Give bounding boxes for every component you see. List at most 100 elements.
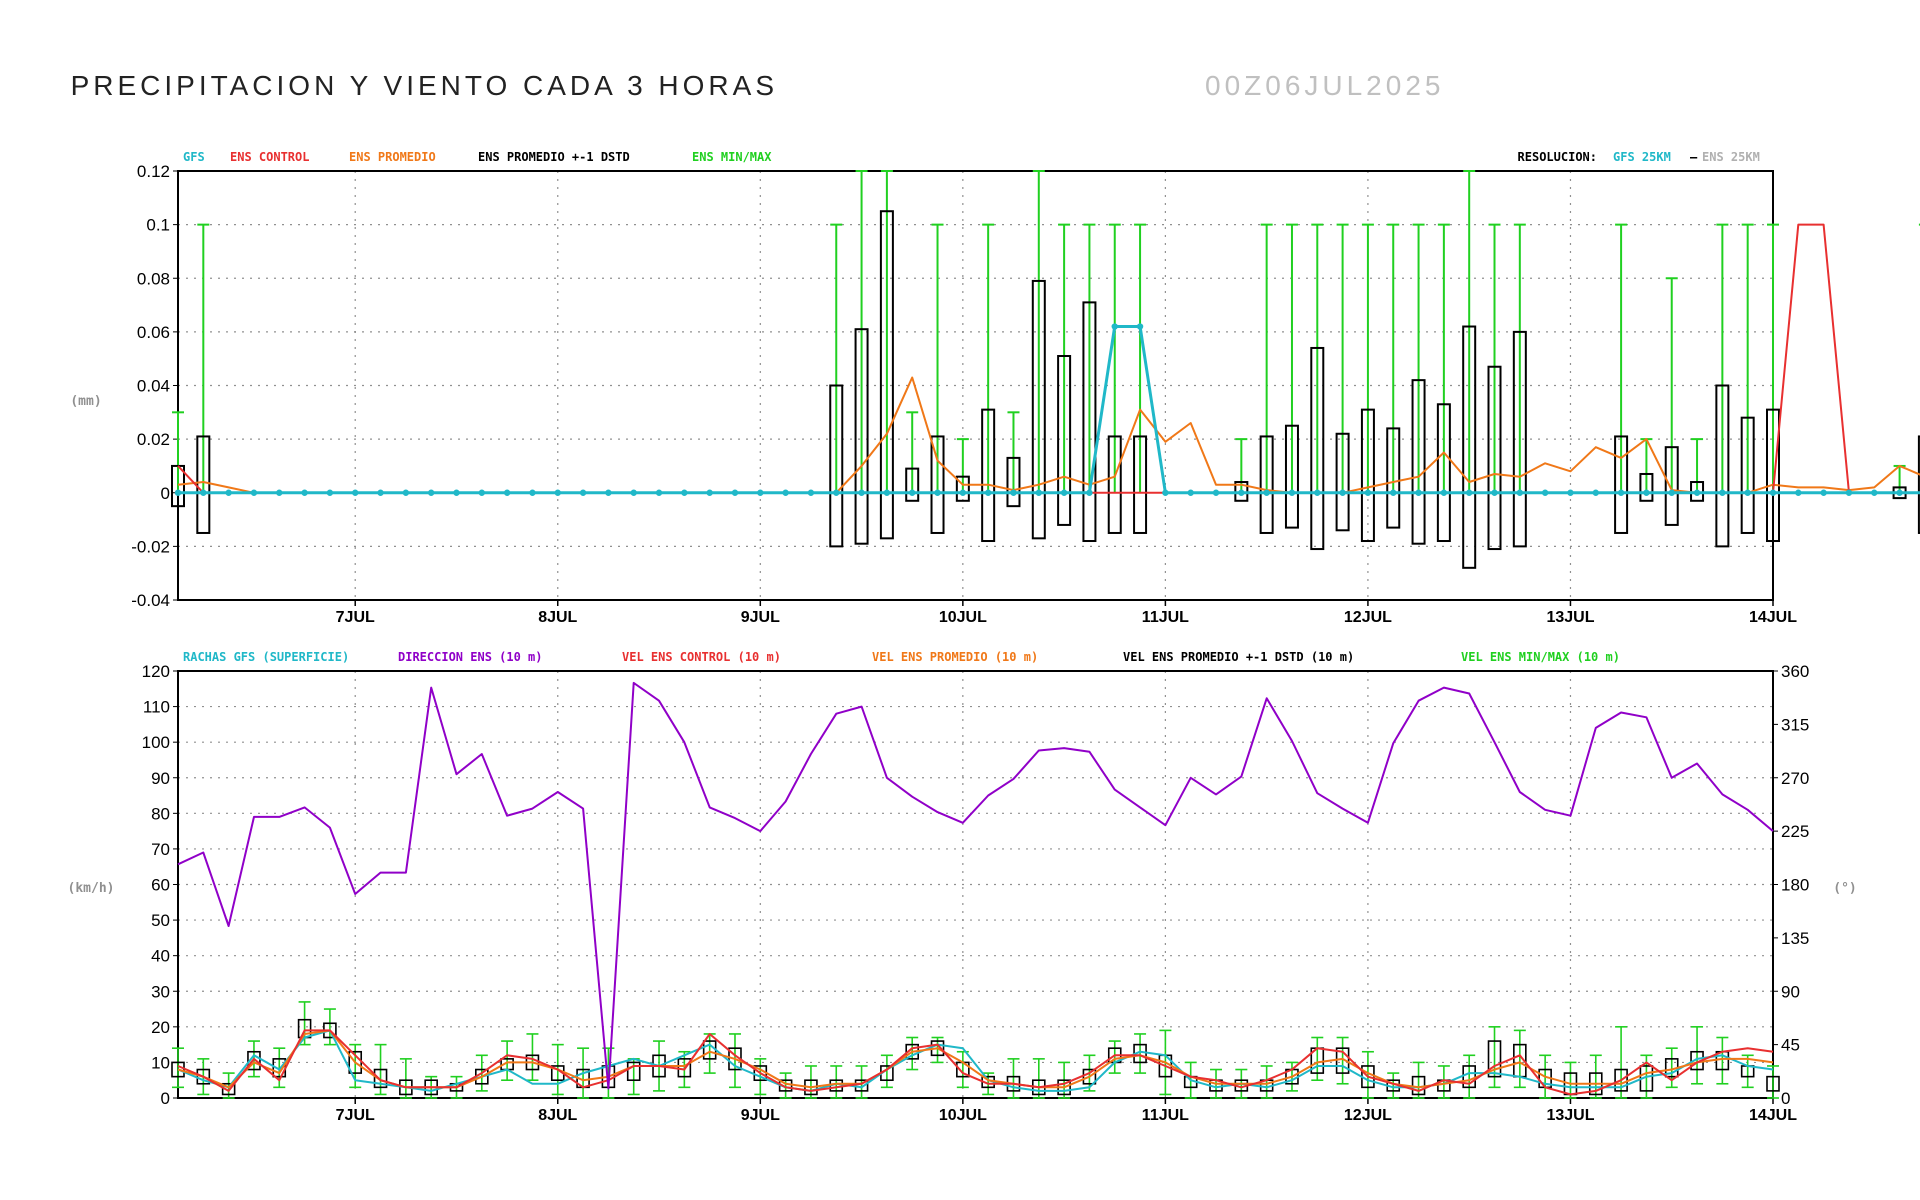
legend-resolution-ens: ENS 25KM — [1702, 150, 1760, 164]
precip-y-tick-label: -0.04 — [131, 591, 170, 610]
precip-gfs-point — [883, 489, 891, 496]
precip-gfs-point — [1263, 489, 1270, 496]
precip-gfs-point — [250, 489, 258, 496]
wind-std-box — [373, 1068, 388, 1089]
precip-gfs-point — [1769, 489, 1777, 496]
precip-x-tick-label: 14JUL — [1749, 609, 1797, 626]
wind-y-right-tick-label: 135 — [1781, 929, 1809, 948]
wind-x-tick-label: 11JUL — [1142, 1107, 1189, 1124]
precip-std-box — [981, 408, 996, 543]
wind-y-right-tick-label: 315 — [1781, 715, 1809, 734]
precip-gfs-point — [326, 489, 334, 496]
precip-std-box — [1436, 403, 1451, 543]
wind-y-tick-label: 60 — [151, 876, 170, 895]
precip-gfs-point — [959, 489, 967, 496]
precip-gfs-point — [453, 489, 460, 496]
precip-std-box — [955, 475, 970, 502]
precip-y-tick-label: 0.1 — [146, 216, 170, 235]
chart-title: PRECIPITACION Y VIENTO CADA 3 HORAS — [71, 70, 778, 101]
wind-y-tick-label: 100 — [142, 733, 170, 752]
precip-std-box — [1133, 435, 1148, 534]
precip-gfs-point — [1795, 489, 1802, 496]
precip-y-tick-label: 0.08 — [137, 269, 170, 288]
precip-x-tick-label: 9JUL — [741, 609, 780, 626]
precip-gfs-point — [1212, 489, 1220, 496]
legend-vel-minmax: VEL ENS MIN/MAX (10 m) — [1461, 650, 1620, 664]
wind-std-box — [1487, 1040, 1502, 1078]
wind-rachas-line — [177, 1029, 1774, 1092]
precip-std-box — [1386, 427, 1401, 529]
wind-std-box — [247, 1050, 261, 1071]
precip-gfs-point — [554, 489, 561, 496]
precip-gfs-point — [301, 489, 308, 496]
precip-gfs-point — [529, 489, 536, 496]
precip-y-tick-label: 0 — [161, 484, 170, 503]
precip-gfs-point — [1719, 489, 1726, 496]
precip-gfs-point — [1060, 489, 1068, 496]
precip-gfs-point — [1491, 489, 1498, 496]
wind-y-right-tick-label: 90 — [1781, 982, 1800, 1001]
legend-gfs: GFS — [183, 150, 205, 164]
precip-std-box — [1512, 330, 1527, 548]
precip-std-box — [1664, 446, 1679, 526]
wind-x-tick-label: 7JUL — [336, 1107, 375, 1124]
legend-rachas: RACHAS GFS (SUPERFICIE) — [183, 650, 349, 664]
precip-std-box — [196, 435, 211, 534]
legend-vel-control: VEL ENS CONTROL (10 m) — [622, 650, 781, 664]
precip-std-box — [1639, 472, 1654, 502]
wind-y-right-tick-label: 270 — [1781, 769, 1809, 788]
precip-gfs-line — [178, 325, 1920, 495]
precip-gfs-point — [605, 489, 612, 496]
precip-panel: -0.04 -0.02 0 0.02 0.04 0.06 0.08 0.1 0.12 7JUL 8J… — [131, 162, 1920, 626]
precip-x-tick-label: 11JUL — [1142, 609, 1189, 626]
precip-y-tick-label: 0.12 — [137, 162, 170, 181]
wind-std-box — [221, 1082, 236, 1096]
precip-gfs-point — [1111, 323, 1118, 330]
precip-std-box — [1031, 279, 1046, 540]
wind-y-tick-label: 20 — [151, 1018, 170, 1037]
precip-y-tick-label: 0.06 — [137, 323, 170, 342]
precip-std-box — [1335, 432, 1350, 532]
wind-y-right-tick-label: 225 — [1781, 822, 1809, 841]
precip-gfs-point — [1617, 489, 1625, 496]
precip-gfs-point — [1871, 489, 1878, 496]
precip-std-box — [1715, 384, 1730, 548]
precip-gfs-point — [1896, 489, 1903, 496]
precip-gfs-point — [276, 489, 283, 496]
wind-y-tick-label: 120 — [142, 662, 170, 681]
precip-x-tick-label: 12JUL — [1344, 609, 1392, 626]
precip-gfs-point — [1693, 489, 1701, 496]
precip-y-tick-label: 0.02 — [137, 430, 170, 449]
precip-std-box — [1259, 435, 1274, 534]
legend-ens-control: ENS CONTROL — [230, 150, 309, 164]
precip-std-box — [1107, 435, 1122, 534]
precip-gfs-point — [1845, 489, 1853, 496]
wind-x-tick-label: 9JUL — [741, 1107, 780, 1124]
precip-gfs-point — [1136, 323, 1144, 330]
wind-control-line — [177, 1029, 1774, 1096]
precip-std-box — [1917, 435, 1920, 534]
wind-legend: RACHAS GFS (SUPERFICIE) DIRECCION ENS (1… — [183, 650, 1620, 664]
wind-y-tick-label: 30 — [151, 982, 170, 1001]
wind-x-tick-label: 13JUL — [1546, 1107, 1594, 1124]
precip-gfs-point — [1288, 489, 1296, 496]
precip-legend: GFS ENS CONTROL ENS PROMEDIO ENS PROMEDI… — [183, 150, 1760, 164]
precip-gfs-point — [1516, 489, 1524, 496]
precip-std-box — [1360, 408, 1375, 543]
wind-y-tick-label: 70 — [151, 840, 170, 859]
wind-panel: 0 10 20 30 40 50 60 70 80 90 100 110 120 7JUL 8JUL 9JUL… — [142, 662, 1810, 1124]
precip-gfs-point — [1010, 489, 1017, 496]
precip-x-tick-label: 13JUL — [1546, 609, 1594, 626]
precip-promedio-line — [177, 376, 1920, 494]
precip-gfs-point — [1592, 489, 1599, 496]
wind-x-tick-label: 10JUL — [939, 1107, 987, 1124]
precip-std-box — [1057, 355, 1072, 526]
wind-plot-frame — [177, 670, 1774, 1099]
wind-y-tick-label: 80 — [151, 804, 170, 823]
legend-direccion: DIRECCION ENS (10 m) — [398, 650, 543, 664]
legend-vel-dstd: VEL ENS PROMEDIO +-1 DSTD (10 m) — [1123, 650, 1354, 664]
wind-y-right-tick-label: 0 — [1781, 1089, 1790, 1108]
precip-y-tick-label: -0.02 — [131, 537, 170, 556]
precip-gfs-point — [807, 489, 815, 496]
wind-std-box — [626, 1061, 641, 1082]
